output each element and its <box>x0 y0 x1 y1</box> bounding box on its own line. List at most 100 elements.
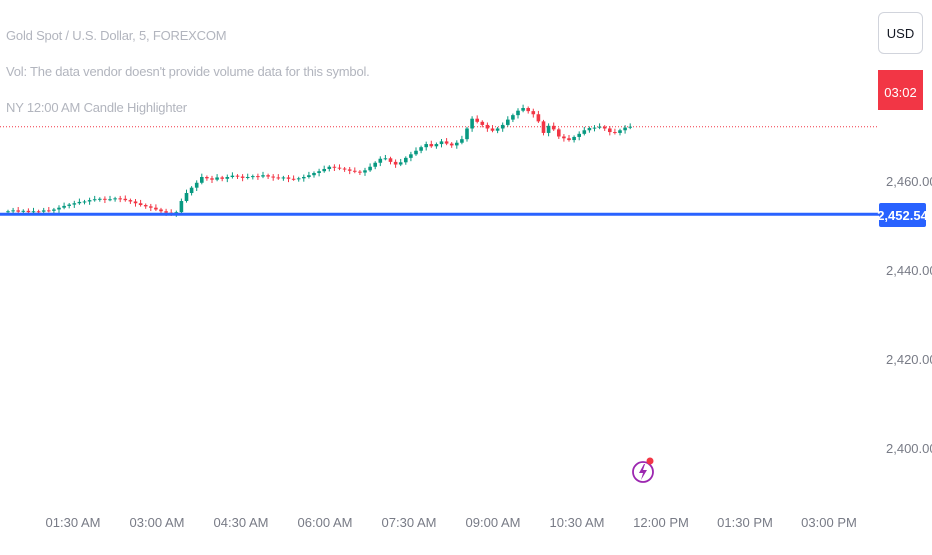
candle-body <box>597 126 602 128</box>
candles <box>6 104 632 217</box>
candle-body <box>444 141 449 144</box>
candle-body <box>113 198 117 200</box>
candle-body <box>587 128 592 131</box>
indicator-label[interactable]: NY 12:00 AM Candle Highlighter <box>6 100 187 115</box>
candle <box>194 180 199 192</box>
y-tick-label: 2,400.00 <box>886 441 932 456</box>
candle-body <box>398 162 403 165</box>
candle <box>414 147 418 156</box>
candle-body <box>210 178 214 180</box>
candle <box>52 207 56 214</box>
candle <box>322 165 326 173</box>
candle-body <box>271 176 275 178</box>
candle-body <box>465 128 469 140</box>
currency-button[interactable]: USD <box>878 12 923 54</box>
candle <box>327 165 332 172</box>
y-axis[interactable]: 2,460.00 2,440.00 2,420.00 2,400.00 <box>886 174 932 456</box>
symbol-title[interactable]: Gold Spot / U.S. Dollar, 5, FOREXCOM <box>6 28 227 43</box>
x-tick-label: 01:30 AM <box>46 515 101 530</box>
candle-body <box>419 147 423 151</box>
candle <box>536 110 541 123</box>
candle-body <box>261 175 265 177</box>
candle-body <box>67 204 71 206</box>
candle-body <box>449 143 454 146</box>
candle-body <box>240 176 245 178</box>
candle-body <box>557 129 561 137</box>
candle <box>608 126 612 136</box>
candle-body <box>128 200 133 202</box>
candle-body <box>337 167 342 169</box>
flash-alert-icon[interactable] <box>631 452 657 486</box>
candle-body <box>511 115 515 120</box>
candle-body <box>347 169 352 171</box>
candle <box>521 104 525 113</box>
candle-body <box>506 119 510 125</box>
candle <box>378 156 383 167</box>
candle-body <box>16 210 20 212</box>
candle <box>490 125 495 133</box>
candle-body <box>230 175 235 177</box>
candle <box>572 135 576 143</box>
candle <box>113 196 117 202</box>
candle <box>67 203 71 209</box>
candle-body <box>133 201 138 204</box>
candle <box>613 128 617 135</box>
candle-body <box>189 187 194 194</box>
candle-body <box>368 166 372 171</box>
candle <box>465 126 469 142</box>
candle-body <box>31 211 36 213</box>
candle <box>393 159 398 168</box>
candle-body <box>567 138 571 141</box>
candle <box>317 168 321 177</box>
candle <box>62 202 66 210</box>
candle <box>143 203 148 209</box>
candle <box>138 199 143 207</box>
candle <box>261 171 265 179</box>
candle <box>577 131 581 141</box>
candle <box>184 189 189 203</box>
candle-body <box>541 121 546 133</box>
candle-body <box>332 166 337 168</box>
candle <box>551 122 556 131</box>
candle-body <box>388 158 393 162</box>
candle-body <box>485 124 490 129</box>
candle-body <box>608 128 612 133</box>
candle <box>557 127 561 139</box>
candle-body <box>62 205 66 208</box>
candle <box>189 186 194 196</box>
candle <box>225 174 230 183</box>
candle <box>434 142 439 149</box>
candle-body <box>143 205 148 207</box>
y-tick-label: 2,440.00 <box>886 263 932 278</box>
candle-body <box>460 139 464 143</box>
candle <box>602 125 607 131</box>
candle-body <box>220 177 224 179</box>
candle-body <box>592 127 597 129</box>
candle <box>495 126 500 134</box>
candle-body <box>225 176 230 179</box>
candle-body <box>26 210 31 213</box>
x-axis[interactable]: 01:30 AM 03:00 AM 04:30 AM 06:00 AM 07:30 AM… <box>46 515 857 530</box>
candle-body <box>159 209 163 212</box>
candle-body <box>536 114 541 122</box>
candle <box>179 198 184 216</box>
candle-body <box>179 201 184 213</box>
candle <box>516 108 520 119</box>
candle-body <box>404 157 408 163</box>
candle-body <box>521 108 525 111</box>
candle <box>82 199 87 205</box>
candle <box>398 158 403 167</box>
candle-body <box>286 177 291 179</box>
candle-body <box>77 201 82 204</box>
candle-body <box>307 175 311 177</box>
candle-body <box>21 210 26 212</box>
candle <box>618 128 622 136</box>
candle <box>342 166 347 172</box>
candle <box>363 167 367 176</box>
candle-body <box>98 198 102 200</box>
candle-body <box>602 126 607 129</box>
candle <box>281 175 286 181</box>
candle-body <box>245 176 250 178</box>
